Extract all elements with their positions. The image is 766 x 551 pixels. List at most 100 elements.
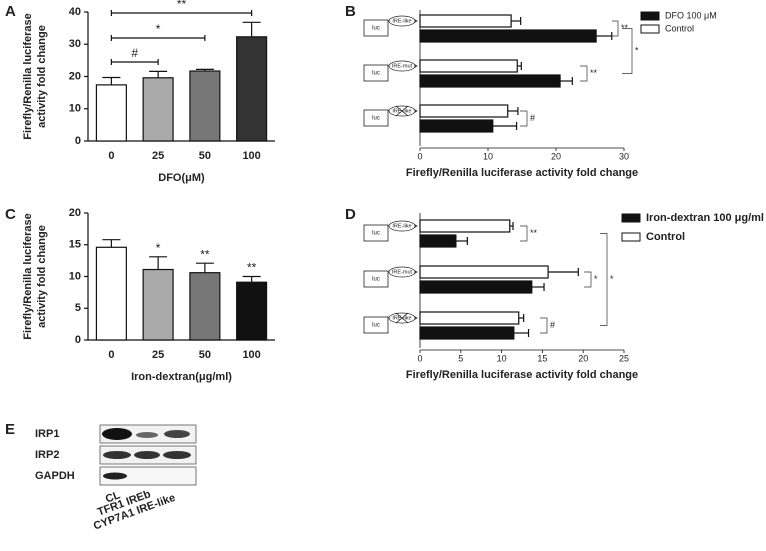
bar xyxy=(419,104,509,118)
legend-swatch xyxy=(640,11,660,21)
cross-out xyxy=(395,312,409,324)
blot-strip xyxy=(99,466,197,486)
x-tick-label: 25 xyxy=(619,353,629,363)
blot-band xyxy=(103,451,131,459)
y-tick-label: 0 xyxy=(75,135,81,147)
construct-reporter: luc xyxy=(372,231,380,237)
y-axis-title: activity fold change xyxy=(36,25,48,128)
blot-band xyxy=(134,451,160,459)
y-axis-title: Firefly/Renilla luciferase xyxy=(22,13,34,140)
blot-image xyxy=(99,424,197,486)
bar xyxy=(95,246,127,341)
x-tick-label: 5 xyxy=(458,353,463,363)
bar xyxy=(419,219,511,233)
x-tick-label: 10 xyxy=(497,353,507,363)
bar xyxy=(419,280,533,294)
blot-row-label: GAPDH xyxy=(35,470,75,482)
bracket xyxy=(612,20,619,37)
significance-label: # xyxy=(131,46,138,60)
construct-box xyxy=(363,19,389,37)
construct-element xyxy=(388,60,416,72)
bracket xyxy=(520,110,528,127)
bracket xyxy=(584,271,592,288)
panel-letter: D xyxy=(345,206,356,223)
construct-reporter: luc xyxy=(372,323,380,329)
significance-label: * xyxy=(594,274,598,284)
x-tick-label: 25 xyxy=(152,150,164,162)
significance-label: ** xyxy=(177,0,187,11)
construct-reporter: luc xyxy=(372,277,380,283)
x-tick-label: 100 xyxy=(242,349,260,361)
bar xyxy=(419,74,561,88)
legend-label: Iron-dextran 100 μg/ml xyxy=(646,212,764,224)
bracket xyxy=(600,233,608,326)
x-tick-label: 100 xyxy=(242,150,260,162)
construct-label: IRE-like xyxy=(392,223,411,229)
construct-label: IRE-like xyxy=(392,18,411,24)
panel-letter: E xyxy=(5,421,15,438)
significance-label: * xyxy=(635,45,639,55)
significance-label: ** xyxy=(590,68,598,78)
construct-box xyxy=(363,64,389,82)
panel-letter: C xyxy=(5,206,16,223)
x-axis-title: DFO(μM) xyxy=(158,172,205,184)
significance-label: ** xyxy=(530,228,538,238)
construct-label: IRE-mut xyxy=(392,269,413,275)
legend-swatch xyxy=(621,232,641,242)
y-tick-label: 10 xyxy=(69,270,81,282)
blot-band xyxy=(136,432,158,438)
x-tick-label: 10 xyxy=(483,151,493,161)
y-tick-label: 40 xyxy=(69,6,81,18)
bar xyxy=(142,77,174,142)
bar xyxy=(95,84,127,142)
y-tick-label: 30 xyxy=(69,38,81,50)
bar xyxy=(236,281,268,341)
y-tick-label: 5 xyxy=(75,302,81,314)
bracket xyxy=(580,65,588,82)
cross-out xyxy=(395,105,409,117)
bracket xyxy=(520,225,528,242)
significance-label: ** xyxy=(621,23,629,33)
bar xyxy=(419,14,512,28)
blot-band xyxy=(103,472,127,480)
construct-element xyxy=(388,15,416,27)
bar xyxy=(419,119,494,133)
x-tick-label: 0 xyxy=(108,349,114,361)
panel-letter: B xyxy=(345,3,356,20)
panel-letter: A xyxy=(5,3,16,20)
x-tick-label: 50 xyxy=(199,349,211,361)
construct-element xyxy=(388,266,416,278)
bar xyxy=(419,326,515,340)
blot-row-label: IRP2 xyxy=(35,449,59,461)
x-tick-label: 50 xyxy=(199,150,211,162)
bar xyxy=(419,234,457,248)
significance-label: ** xyxy=(200,247,210,261)
bar xyxy=(419,265,549,279)
blot-band xyxy=(102,428,132,440)
x-tick-label: 20 xyxy=(551,151,561,161)
significance-label: # xyxy=(550,320,555,330)
bar xyxy=(419,311,520,325)
significance-label: ** xyxy=(247,261,257,275)
blot-row-label: IRP1 xyxy=(35,428,59,440)
y-axis-title: Firefly/Renilla luciferase xyxy=(22,213,34,340)
y-axis-title: activity fold change xyxy=(36,225,48,328)
x-tick-label: 0 xyxy=(417,353,422,363)
x-tick-label: 20 xyxy=(578,353,588,363)
construct-box xyxy=(363,270,389,288)
x-tick-label: 15 xyxy=(537,353,547,363)
y-tick-label: 15 xyxy=(69,239,81,251)
blot-band xyxy=(164,430,190,438)
construct-reporter: luc xyxy=(372,116,380,122)
bar xyxy=(142,268,174,341)
x-axis-title: Firefly/Renilla luciferase activity fold… xyxy=(406,369,638,381)
significance-label: # xyxy=(530,113,535,123)
x-tick-label: 0 xyxy=(417,151,422,161)
bar xyxy=(189,272,221,341)
bar xyxy=(419,59,518,73)
bracket xyxy=(540,317,548,334)
legend-label: Control xyxy=(665,23,694,33)
construct-element xyxy=(388,220,416,232)
x-tick-label: 0 xyxy=(108,150,114,162)
y-tick-label: 20 xyxy=(69,70,81,82)
